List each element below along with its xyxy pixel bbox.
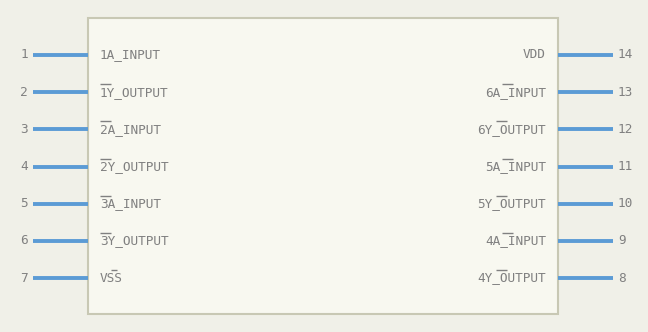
Text: 12: 12 — [618, 123, 633, 136]
Text: 5: 5 — [20, 197, 28, 210]
Text: 1A_INPUT: 1A_INPUT — [100, 48, 161, 61]
Text: 4: 4 — [20, 160, 28, 173]
Text: 1Y_OUTPUT: 1Y_OUTPUT — [100, 86, 168, 99]
Text: 4Y_OUTPUT: 4Y_OUTPUT — [478, 272, 546, 285]
Text: 6A_INPUT: 6A_INPUT — [485, 86, 546, 99]
Text: 3Y_OUTPUT: 3Y_OUTPUT — [100, 234, 168, 247]
Text: VSS: VSS — [100, 272, 123, 285]
Text: 10: 10 — [618, 197, 633, 210]
Text: VDD: VDD — [523, 48, 546, 61]
Text: 3A_INPUT: 3A_INPUT — [100, 197, 161, 210]
Text: 9: 9 — [618, 234, 625, 247]
Text: 6: 6 — [20, 234, 28, 247]
Text: 5A_INPUT: 5A_INPUT — [485, 160, 546, 173]
Text: 6Y_OUTPUT: 6Y_OUTPUT — [478, 123, 546, 136]
Text: 2: 2 — [20, 86, 28, 99]
Text: 2Y_OUTPUT: 2Y_OUTPUT — [100, 160, 168, 173]
Text: 4A_INPUT: 4A_INPUT — [485, 234, 546, 247]
Text: 7: 7 — [20, 272, 28, 285]
Text: 5Y_OUTPUT: 5Y_OUTPUT — [478, 197, 546, 210]
Text: 14: 14 — [618, 48, 633, 61]
Text: 3: 3 — [20, 123, 28, 136]
Text: 1: 1 — [20, 48, 28, 61]
Bar — [88, 18, 558, 314]
Text: 8: 8 — [618, 272, 625, 285]
Text: 11: 11 — [618, 160, 633, 173]
Text: 2A_INPUT: 2A_INPUT — [100, 123, 161, 136]
Text: 13: 13 — [618, 86, 633, 99]
